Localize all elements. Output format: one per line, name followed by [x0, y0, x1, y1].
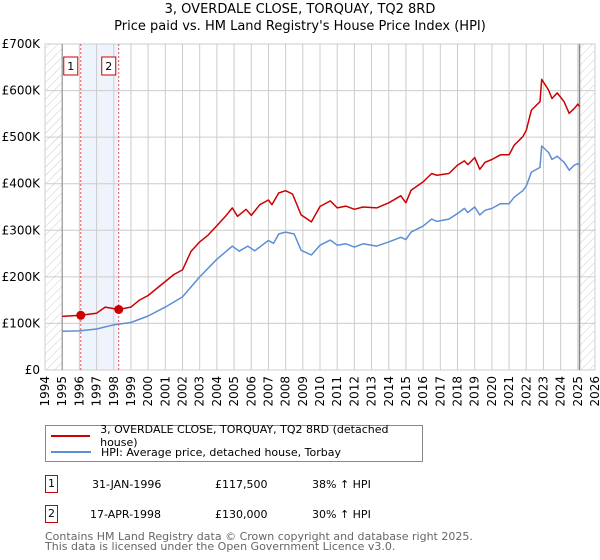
chart-legend: 3, OVERDALE CLOSE, TORQUAY, TQ2 8RD (det…: [45, 423, 423, 462]
x-tick-label: 2014: [382, 376, 396, 407]
transaction-date: 17-APR-1998: [90, 508, 162, 521]
x-tick-label: 2000: [141, 376, 155, 407]
sale-badge-label: 2: [105, 60, 112, 73]
legend-label: 3, OVERDALE CLOSE, TORQUAY, TQ2 8RD (det…: [100, 423, 389, 449]
y-tick-label: £700K: [2, 37, 42, 51]
x-tick-label: 2009: [296, 376, 310, 407]
x-tick-label: 1999: [124, 376, 138, 407]
legend-swatch-blue: [51, 451, 91, 453]
legend-item-hpi: HPI: Average price, detached house, Torb…: [46, 444, 341, 460]
chart-subtitle: Price paid vs. HM Land Registry's House …: [114, 19, 486, 34]
property-price-line: [62, 78, 581, 318]
x-tick-label: 2018: [451, 376, 465, 407]
x-tick-label: 2010: [313, 376, 327, 407]
transaction-hpi: 38% ↑ HPI: [312, 478, 371, 491]
x-tick-label: 2022: [519, 376, 533, 407]
sale-point: [114, 304, 124, 314]
x-tick-label: 2023: [536, 376, 550, 407]
x-tick-label: 2021: [502, 376, 516, 407]
y-tick-label: £100K: [2, 316, 42, 330]
x-tick-label: 2005: [227, 376, 241, 407]
x-tick-label: 1997: [90, 376, 104, 407]
x-tick-label: 2001: [158, 376, 172, 407]
x-tick-label: 2017: [433, 376, 447, 407]
y-tick-label: £0: [25, 363, 40, 377]
chart-title: 3, OVERDALE CLOSE, TORQUAY, TQ2 8RD: [164, 2, 436, 17]
x-tick-label: 2003: [193, 376, 207, 407]
x-tick-label: 2016: [416, 376, 430, 407]
x-tick-label: 2007: [261, 376, 275, 407]
y-tick-label: £500K: [2, 130, 42, 144]
footer-copyright: Contains HM Land Registry data © Crown c…: [45, 530, 473, 543]
legend-swatch-red: [51, 435, 91, 437]
legend-label: HPI: Average price, detached house, Torb…: [101, 445, 341, 459]
transaction-hpi: 30% ↑ HPI: [312, 508, 371, 521]
transaction-row: 1 31-JAN-1996 £117,500 38% ↑ HPI: [45, 475, 445, 495]
x-tick-label: 2013: [365, 376, 379, 407]
x-tick-label: 1998: [107, 376, 121, 407]
x-tick-label: 2025: [571, 376, 585, 407]
transaction-row: 2 17-APR-1998 £130,000 30% ↑ HPI: [45, 505, 445, 525]
x-tick-label: 2006: [244, 376, 258, 407]
no-data-hatch-left: [45, 44, 63, 370]
transaction-badge: 2: [45, 505, 58, 523]
y-tick-label: £300K: [2, 223, 42, 237]
sale-point: [76, 310, 86, 320]
x-tick-label: 1994: [38, 376, 52, 407]
y-tick-label: £400K: [2, 177, 42, 191]
x-tick-label: 1996: [72, 376, 86, 407]
x-tick-label: 2008: [279, 376, 293, 407]
sale-badge-box: [63, 56, 79, 76]
legend-item-property: 3, OVERDALE CLOSE, TORQUAY, TQ2 8RD (det…: [46, 423, 422, 449]
y-tick-label: £600K: [2, 84, 42, 98]
sale-badge-label: 1: [67, 60, 74, 73]
transaction-price: £117,500: [215, 478, 268, 491]
x-tick-label: 2015: [399, 376, 413, 407]
no-data-hatch-right: [579, 44, 595, 370]
transaction-date: 31-JAN-1996: [92, 478, 162, 491]
transaction-badge: 1: [45, 475, 58, 493]
x-tick-label: 2020: [485, 376, 499, 407]
x-tick-label: 2019: [468, 376, 482, 407]
x-tick-label: 2004: [210, 376, 224, 407]
x-tick-label: 2012: [347, 376, 361, 407]
x-tick-label: 2011: [330, 376, 344, 407]
hpi-line: [62, 145, 580, 333]
ownership-band: [80, 44, 119, 370]
y-tick-label: £200K: [2, 270, 42, 284]
x-tick-label: 1995: [55, 376, 69, 407]
transaction-price: £130,000: [215, 508, 268, 521]
x-tick-label: 2026: [588, 376, 600, 407]
x-tick-label: 2024: [554, 376, 568, 407]
footer-licence: This data is licensed under the Open Gov…: [45, 540, 396, 553]
x-tick-label: 2002: [176, 376, 190, 407]
sale-badge-box: [101, 56, 117, 76]
